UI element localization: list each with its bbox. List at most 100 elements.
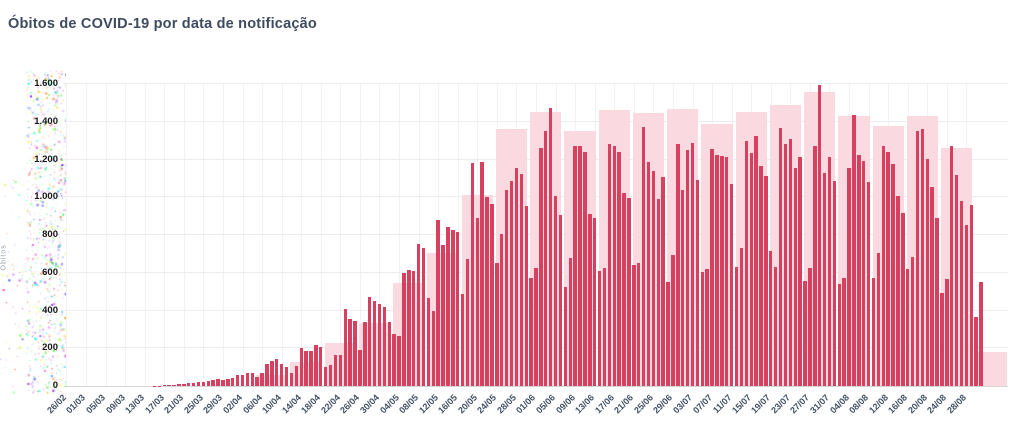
daily-bar[interactable] xyxy=(783,143,788,386)
daily-bar[interactable] xyxy=(426,297,431,386)
daily-bar[interactable] xyxy=(901,213,905,386)
daily-bar[interactable] xyxy=(666,281,670,386)
daily-bar[interactable] xyxy=(925,158,929,386)
daily-bar[interactable] xyxy=(529,278,533,386)
daily-bar[interactable] xyxy=(597,270,602,386)
daily-bar[interactable] xyxy=(866,182,871,386)
daily-bar[interactable] xyxy=(323,366,328,386)
daily-bar[interactable] xyxy=(940,292,944,386)
daily-bar[interactable] xyxy=(348,318,352,386)
daily-bar[interactable] xyxy=(485,197,489,386)
daily-bar[interactable] xyxy=(749,153,753,386)
daily-bar[interactable] xyxy=(231,378,235,386)
daily-bar[interactable] xyxy=(294,366,299,386)
daily-bar[interactable] xyxy=(289,373,294,386)
daily-bar[interactable] xyxy=(221,379,225,386)
daily-bar[interactable] xyxy=(832,180,837,386)
daily-bar[interactable] xyxy=(397,336,401,386)
daily-bar[interactable] xyxy=(954,175,959,386)
daily-bar[interactable] xyxy=(837,283,841,386)
daily-bar[interactable] xyxy=(588,214,592,386)
daily-bar[interactable] xyxy=(514,167,519,386)
daily-bar[interactable] xyxy=(602,267,607,386)
daily-bar[interactable] xyxy=(451,230,455,386)
daily-bar[interactable] xyxy=(822,172,827,386)
daily-bar[interactable] xyxy=(314,345,318,386)
daily-bar[interactable] xyxy=(690,142,695,386)
daily-bar[interactable] xyxy=(343,309,347,386)
daily-bar[interactable] xyxy=(964,224,969,386)
daily-bar[interactable] xyxy=(304,350,308,386)
daily-bar[interactable] xyxy=(627,197,631,386)
daily-bar[interactable] xyxy=(861,161,866,386)
daily-bar[interactable] xyxy=(558,215,563,386)
daily-bar[interactable] xyxy=(764,176,768,386)
daily-bar[interactable] xyxy=(700,272,704,386)
daily-bar[interactable] xyxy=(739,247,744,386)
daily-bar[interactable] xyxy=(548,107,553,386)
daily-bar[interactable] xyxy=(744,140,749,386)
daily-bar[interactable] xyxy=(685,149,690,386)
daily-bar[interactable] xyxy=(480,161,484,386)
daily-bar[interactable] xyxy=(710,149,714,386)
daily-bar[interactable] xyxy=(661,176,665,386)
daily-bar[interactable] xyxy=(886,151,890,386)
daily-bar[interactable] xyxy=(950,146,954,386)
daily-bar[interactable] xyxy=(470,163,475,386)
daily-bar[interactable] xyxy=(778,127,783,386)
daily-bar[interactable] xyxy=(891,164,895,386)
daily-bar[interactable] xyxy=(436,219,440,386)
daily-bar[interactable] xyxy=(583,152,587,386)
daily-bar[interactable] xyxy=(637,262,641,386)
daily-bar[interactable] xyxy=(725,156,729,386)
daily-bar[interactable] xyxy=(592,217,597,386)
daily-bar[interactable] xyxy=(172,384,176,386)
daily-bar[interactable] xyxy=(803,281,807,386)
daily-bar[interactable] xyxy=(441,244,445,386)
daily-bar[interactable] xyxy=(910,256,915,386)
daily-bar[interactable] xyxy=(191,382,196,386)
daily-bar[interactable] xyxy=(421,248,426,386)
daily-bar[interactable] xyxy=(201,381,206,386)
daily-bar[interactable] xyxy=(773,266,778,386)
daily-bar[interactable] xyxy=(563,286,568,386)
daily-bar[interactable] xyxy=(871,278,876,386)
daily-bar[interactable] xyxy=(460,294,465,386)
daily-bar[interactable] xyxy=(617,152,621,386)
daily-bar[interactable] xyxy=(284,367,289,386)
daily-bar[interactable] xyxy=(646,162,651,386)
daily-bar[interactable] xyxy=(475,218,480,386)
daily-bar[interactable] xyxy=(808,267,812,386)
daily-bar[interactable] xyxy=(279,364,284,386)
daily-bar[interactable] xyxy=(656,199,660,386)
daily-bar[interactable] xyxy=(333,354,338,386)
daily-bar[interactable] xyxy=(216,379,220,386)
daily-bar[interactable] xyxy=(827,157,832,386)
daily-bar[interactable] xyxy=(881,145,885,386)
daily-bar[interactable] xyxy=(407,269,411,386)
daily-bar[interactable] xyxy=(211,380,215,386)
daily-bar[interactable] xyxy=(392,334,396,386)
daily-bar[interactable] xyxy=(275,359,279,386)
daily-bar[interactable] xyxy=(632,265,636,386)
daily-bar[interactable] xyxy=(945,279,949,386)
daily-bar[interactable] xyxy=(720,155,724,386)
daily-bar[interactable] xyxy=(920,128,925,386)
daily-bar[interactable] xyxy=(372,301,377,386)
daily-bar[interactable] xyxy=(500,233,504,386)
daily-bar[interactable] xyxy=(402,272,406,386)
daily-bar[interactable] xyxy=(788,138,793,386)
daily-bar[interactable] xyxy=(930,187,934,386)
daily-bar[interactable] xyxy=(847,168,851,386)
daily-bar[interactable] xyxy=(969,205,974,386)
daily-bar[interactable] xyxy=(387,322,391,386)
daily-bar[interactable] xyxy=(206,381,210,386)
daily-bar[interactable] xyxy=(358,350,362,386)
daily-bar[interactable] xyxy=(896,196,900,386)
daily-bar[interactable] xyxy=(182,383,186,386)
daily-bar[interactable] xyxy=(553,196,558,386)
daily-bar[interactable] xyxy=(915,130,920,386)
daily-bar[interactable] xyxy=(353,320,357,386)
daily-bar[interactable] xyxy=(367,296,372,386)
daily-bar[interactable] xyxy=(935,217,939,386)
